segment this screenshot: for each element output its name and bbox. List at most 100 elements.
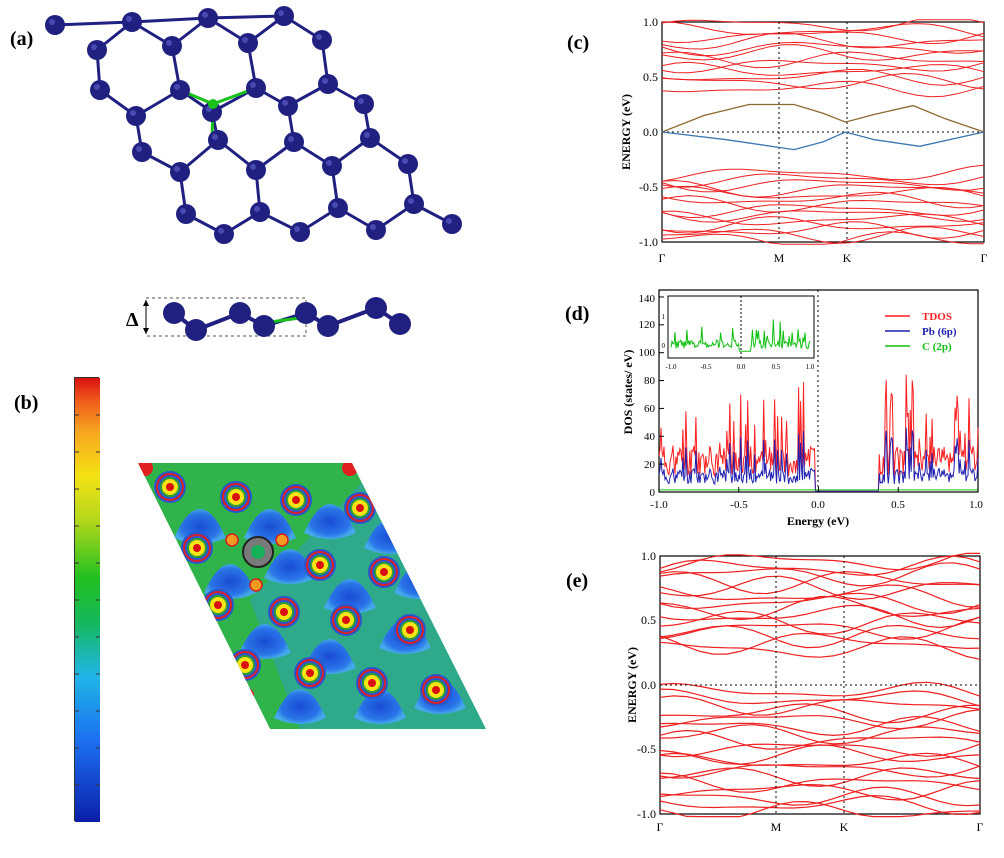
bond — [255, 140, 295, 172]
bond — [170, 45, 182, 91]
atom-contour — [306, 551, 334, 579]
band-line — [661, 61, 985, 76]
band-line — [661, 231, 984, 245]
charge-blob — [199, 669, 251, 704]
band-line — [661, 164, 985, 182]
corner-hotspot — [240, 688, 254, 702]
band-line — [661, 32, 985, 50]
band-line — [659, 575, 981, 600]
charge-blob — [264, 549, 316, 584]
bond — [299, 206, 339, 234]
atom-highlight — [212, 134, 218, 140]
atom-core — [166, 483, 174, 491]
atom-highlight — [250, 82, 256, 88]
pb-atom — [176, 204, 196, 224]
atom-contour — [270, 598, 298, 626]
delta-symbol: Δ — [126, 309, 139, 331]
atom-contour — [280, 484, 312, 516]
pb-atom — [162, 36, 182, 56]
bond — [247, 14, 285, 45]
atom-contour — [187, 538, 207, 558]
bond — [255, 86, 289, 108]
kpoint-label-e: K — [840, 820, 849, 834]
ytick-d: 0 — [650, 487, 656, 499]
bond — [320, 39, 330, 85]
pb-atom — [442, 214, 462, 234]
atom-highlight — [166, 40, 172, 46]
pb-atom — [246, 160, 266, 180]
atom-contour — [202, 589, 234, 621]
pb-atom — [198, 8, 218, 28]
thickness-box — [145, 297, 307, 337]
ytick-d: 120 — [639, 319, 656, 331]
atom-contour — [154, 471, 186, 503]
pb-atom — [328, 198, 348, 218]
atom-contour — [231, 651, 259, 679]
panel-label-e: (e) — [566, 570, 589, 592]
atom-core — [241, 661, 249, 669]
band-line — [659, 752, 981, 767]
atom-highlight — [358, 98, 364, 104]
band-line — [659, 772, 981, 793]
pb-atom — [398, 154, 418, 174]
bond — [207, 14, 285, 20]
side-atom — [295, 302, 317, 324]
inset-ytick: 1 — [662, 313, 666, 321]
atom-contour — [422, 676, 450, 704]
atom-contour — [181, 532, 213, 564]
atom-highlight — [402, 158, 408, 164]
band-line — [661, 179, 985, 193]
atom-core — [280, 608, 288, 616]
ytick-e: -0.5 — [637, 742, 656, 756]
band-line — [661, 73, 985, 90]
legend-d: TDOS Pb (6p) C (2p) — [885, 311, 957, 353]
atom-core — [193, 544, 201, 552]
pb-atom — [238, 33, 258, 53]
band-line — [661, 51, 985, 69]
side-atom — [253, 315, 275, 337]
pb-atom — [274, 6, 294, 26]
atom-highlight — [278, 10, 284, 16]
pb-atom — [318, 74, 338, 94]
pb-atom — [322, 156, 342, 176]
band-line — [661, 69, 985, 86]
charge-blob — [274, 689, 326, 724]
band-line — [659, 610, 981, 635]
pb-atom — [404, 194, 424, 214]
band-line — [659, 571, 981, 595]
inset-ytick: 0 — [662, 342, 666, 350]
inset-c-curve — [670, 319, 811, 352]
ytick-e: 0.5 — [641, 613, 656, 627]
bond — [246, 42, 258, 89]
atom-contour — [274, 602, 294, 622]
pb-atom — [90, 80, 110, 100]
atom-highlight — [316, 34, 322, 40]
atom-core — [356, 504, 364, 512]
band-line — [661, 191, 985, 209]
atom-contour — [370, 558, 398, 586]
atom-highlight — [250, 164, 256, 170]
band-line — [659, 636, 981, 660]
colorbar — [74, 377, 100, 822]
charge-blob — [239, 624, 291, 659]
atom-highlight — [180, 208, 186, 214]
inset-xtick: -1.0 — [665, 363, 677, 371]
atom-highlight — [218, 228, 224, 234]
band-line — [659, 604, 981, 629]
atom-highlight — [370, 224, 376, 230]
bands-e — [659, 552, 981, 818]
bond — [369, 136, 409, 166]
bond — [207, 16, 249, 45]
kpoint-label-c: K — [843, 251, 852, 265]
atom-contour — [235, 655, 255, 675]
atom-highlight — [91, 44, 97, 50]
band-line — [661, 59, 985, 74]
atom-contour — [204, 591, 232, 619]
atom-highlight — [282, 100, 288, 106]
atom-highlight — [364, 132, 370, 138]
pb-atom — [360, 128, 380, 148]
atom-highlight — [288, 136, 294, 142]
atom-contour — [296, 659, 324, 687]
panel-label-d: (d) — [565, 303, 590, 325]
